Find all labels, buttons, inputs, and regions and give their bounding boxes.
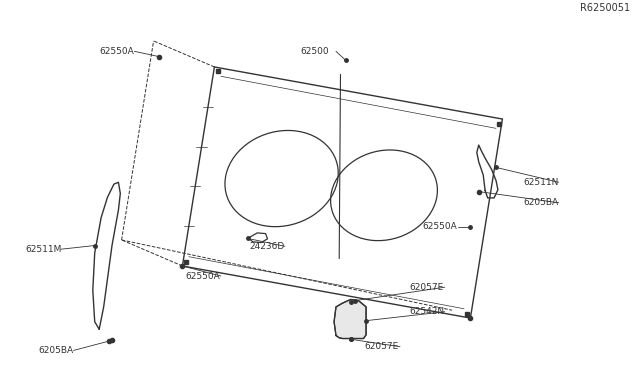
Text: R6250051: R6250051: [580, 3, 630, 13]
Text: 62057E: 62057E: [365, 342, 399, 351]
Text: 62500: 62500: [301, 47, 330, 56]
Text: 6205BA: 6205BA: [524, 198, 559, 207]
Text: 62550A: 62550A: [99, 47, 134, 56]
Text: 62550A: 62550A: [422, 222, 457, 231]
Text: 62057E: 62057E: [410, 283, 444, 292]
Text: 62511N: 62511N: [524, 178, 559, 187]
Text: 62550A: 62550A: [186, 272, 220, 280]
Polygon shape: [334, 299, 366, 339]
Text: 24236D: 24236D: [250, 242, 285, 251]
Text: 62542N: 62542N: [410, 307, 445, 316]
Text: 62511M: 62511M: [26, 245, 62, 254]
Text: 6205BA: 6205BA: [38, 346, 74, 355]
